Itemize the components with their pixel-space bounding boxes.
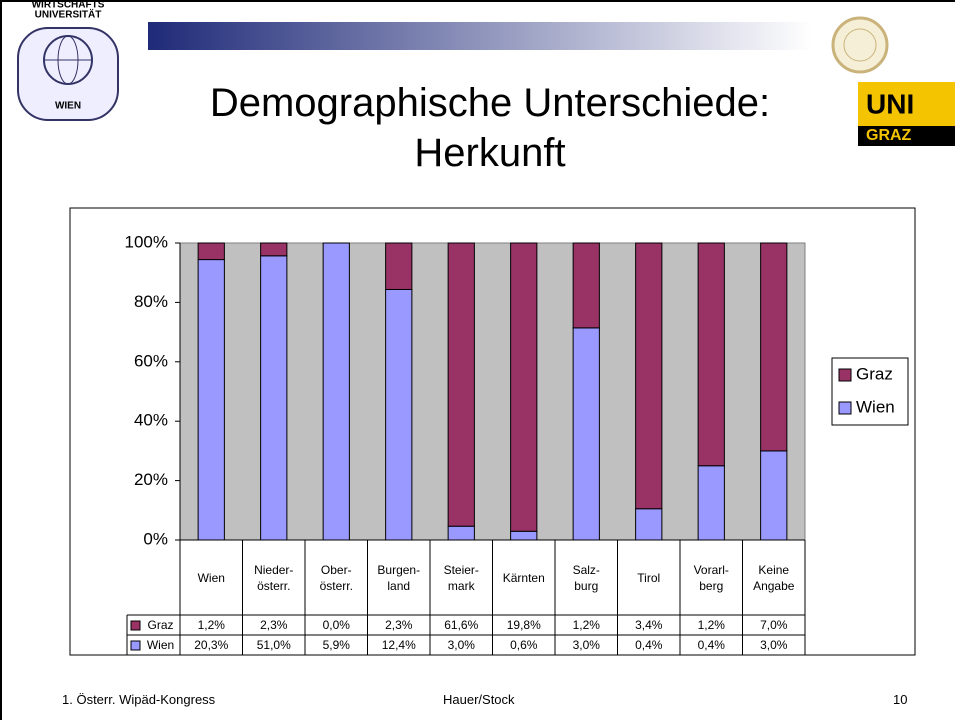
bar-segment (572, 327, 600, 541)
table-value: 7,0% (760, 618, 788, 632)
category-label: Ober- österr. (319, 562, 353, 593)
y-tick-label: 60% (134, 351, 168, 370)
y-tick-label: 80% (134, 292, 168, 311)
logo-text: UNI (866, 88, 914, 119)
logo-text: WIEN (55, 101, 81, 112)
table-series-label: Graz (147, 618, 174, 632)
table-value: 3,0% (572, 638, 600, 652)
category-label: Salz- burg (572, 562, 600, 593)
bar-segment (197, 259, 225, 541)
category-label: Nieder- österr. (254, 562, 294, 593)
y-tick-label: 40% (134, 411, 168, 430)
category-label: Vorarl- berg (693, 562, 729, 593)
bar-segment (385, 288, 413, 541)
category-label: Wien (197, 570, 225, 585)
footer-center: Hauer/Stock (443, 692, 515, 707)
logo-text: WIRTSCHAFTS (32, 0, 105, 11)
header-gradient (148, 22, 813, 50)
table-value: 3,4% (635, 618, 663, 632)
bar-segment (572, 242, 600, 329)
legend-key (838, 368, 852, 382)
legend-key (838, 401, 852, 415)
table-value: 61,6% (444, 618, 479, 632)
bar-segment (510, 242, 538, 532)
table-value: 12,4% (381, 638, 416, 652)
bar-segment (760, 242, 788, 452)
bar-segment (635, 508, 663, 541)
y-tick-label: 100% (125, 232, 168, 251)
table-value: 0,6% (510, 638, 538, 652)
table-value: 0,0% (322, 618, 350, 632)
bar-segment (447, 525, 475, 541)
bar-segment (260, 255, 288, 541)
y-tick-label: 20% (134, 470, 168, 489)
table-value: 5,9% (322, 638, 350, 652)
table-value: 19,8% (506, 618, 541, 632)
category-label: Burgen- land (377, 562, 421, 593)
footer-left: 1. Österr. Wipäd-Kongress (62, 692, 216, 707)
bar-segment (447, 242, 475, 527)
table-value: 2,3% (260, 618, 288, 632)
bar-segment (510, 530, 538, 541)
bar-segment (697, 242, 725, 467)
table-value: 3,0% (760, 638, 788, 652)
table-legend-key (130, 620, 141, 631)
table-series-label: Wien (146, 638, 175, 652)
bar-segment (760, 450, 788, 541)
category-label: Steier- mark (443, 562, 479, 593)
bar-segment (635, 242, 663, 510)
table-value: 0,4% (697, 638, 725, 652)
bar-segment (197, 242, 225, 261)
footer-page: 10 (893, 692, 908, 707)
logo-text: UNIVERSITÄT (35, 8, 102, 21)
legend-label: Wien (856, 397, 895, 416)
table-value: 2,3% (385, 618, 413, 632)
category-label: Keine Angabe (753, 562, 795, 593)
logo-right: UNI GRAZ (831, 16, 955, 146)
bar-segment (385, 242, 413, 290)
table-value: 20,3% (194, 638, 229, 652)
bar-segment (697, 465, 725, 541)
category-label: Kärnten (502, 570, 545, 585)
table-value: 1,2% (697, 618, 725, 632)
bar-segment (322, 242, 350, 541)
table-value: 0,4% (635, 638, 663, 652)
slide-title: Demographische Unterschiede: Herkunft (209, 81, 771, 175)
bar-segment (260, 242, 288, 257)
table-legend-key (130, 640, 141, 651)
logo-text: GRAZ (866, 127, 912, 144)
table-value: 51,0% (256, 638, 291, 652)
table-value: 3,0% (447, 638, 475, 652)
table-value: 1,2% (572, 618, 600, 632)
logo-left: WIRTSCHAFTS UNIVERSITÄT WIEN (17, 0, 119, 121)
y-tick-label: 0% (143, 529, 168, 548)
category-label: Tirol (637, 570, 661, 585)
legend-label: Graz (856, 364, 893, 383)
table-value: 1,2% (197, 618, 225, 632)
